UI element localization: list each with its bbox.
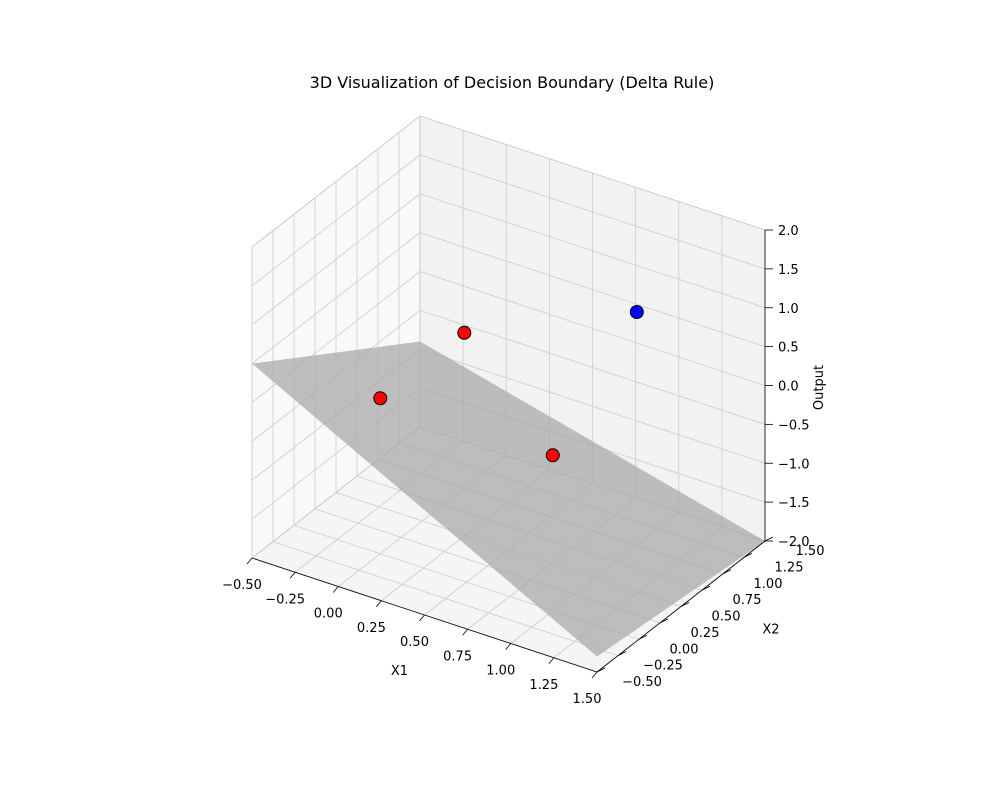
y-tick-label: 0.00 [670, 642, 699, 657]
z-tick-label: 2.0 [778, 224, 799, 239]
x-tick-label: 0.00 [314, 607, 343, 622]
x-tick-mark [462, 628, 468, 636]
x-tick-mark [505, 643, 512, 650]
x-tick-label: 0.50 [400, 635, 429, 650]
data-point-class-0 [545, 448, 560, 463]
x-tick-mark [548, 657, 555, 665]
x-tick-label: −0.50 [222, 578, 262, 593]
x-tick-label: 1.25 [529, 678, 558, 693]
y-tick-mark [659, 618, 669, 624]
y-tick-mark [701, 585, 711, 591]
z-tick-label: −1.5 [778, 496, 810, 511]
gridline-z-back [419, 348, 766, 464]
data-point-class-0 [457, 325, 472, 340]
y-tick-mark [722, 569, 732, 575]
gridline-z-left [251, 193, 421, 326]
y-tick-mark [680, 602, 690, 607]
y-tick-label: 0.75 [733, 593, 762, 608]
gridline-z-left [251, 115, 421, 248]
data-point-class-0 [373, 391, 388, 406]
y-tick-mark [764, 536, 774, 542]
gridline-z-back [419, 309, 766, 425]
z-tick-label: −0.5 [778, 418, 810, 433]
y-tick-label: −0.25 [643, 659, 683, 674]
z-tick-label: −2.0 [778, 535, 810, 550]
y-tick-label: 1.00 [754, 577, 783, 592]
y-tick-mark [743, 553, 753, 558]
x-tick-label: 0.75 [443, 649, 472, 664]
z-axis-label: Output [812, 365, 827, 410]
z-tick-label: 0.5 [778, 341, 799, 356]
decision-plane-layer [252, 341, 765, 657]
x-tick-mark [289, 571, 296, 579]
y-tick-label: 1.25 [775, 560, 804, 575]
gridline-z-back [419, 271, 766, 386]
tick-labels: −0.50−0.250.000.250.500.751.001.251.50−0… [222, 224, 824, 707]
x-tick-mark [376, 600, 382, 608]
y-tick-mark [596, 667, 606, 673]
y-tick-mark [617, 651, 627, 656]
z-tick-label: −1.0 [778, 457, 810, 472]
data-points [373, 305, 644, 463]
x-tick-label: 1.00 [486, 664, 515, 679]
decision-plane [252, 341, 765, 657]
z-tick-label: 1.5 [778, 263, 799, 278]
gridline-z-back [419, 232, 766, 348]
gridline-z-back [419, 115, 766, 231]
x-tick-mark [332, 586, 339, 593]
x-axis-label: X1 [391, 664, 408, 679]
x-tick-label: 0.25 [357, 621, 386, 636]
y-tick-label: 0.25 [691, 626, 720, 641]
y-tick-label: 1.50 [796, 544, 825, 559]
y-tick-mark [638, 634, 648, 640]
y-axis-label: X2 [762, 623, 779, 638]
axis-lines [246, 229, 774, 679]
gridline-z-left [251, 154, 421, 287]
chart-title: 3D Visualization of Decision Boundary (D… [310, 73, 715, 92]
y-tick-label: 0.50 [712, 610, 741, 625]
x-tick-mark [419, 614, 425, 622]
gridline-y-floor [272, 541, 619, 657]
z-tick-label: 0.0 [778, 380, 799, 395]
z-tick-label: 1.0 [778, 302, 799, 317]
x-tick-mark [591, 671, 598, 679]
x-tick-label: −0.25 [265, 592, 305, 607]
data-point-class-1 [629, 305, 644, 319]
x-tick-label: 1.50 [573, 692, 602, 707]
gridline-z-back [419, 193, 766, 309]
gridline-z-back [419, 154, 766, 270]
gridline-z-left [251, 232, 421, 364]
x-tick-mark [246, 557, 253, 565]
y-tick-label: −0.50 [622, 675, 662, 690]
